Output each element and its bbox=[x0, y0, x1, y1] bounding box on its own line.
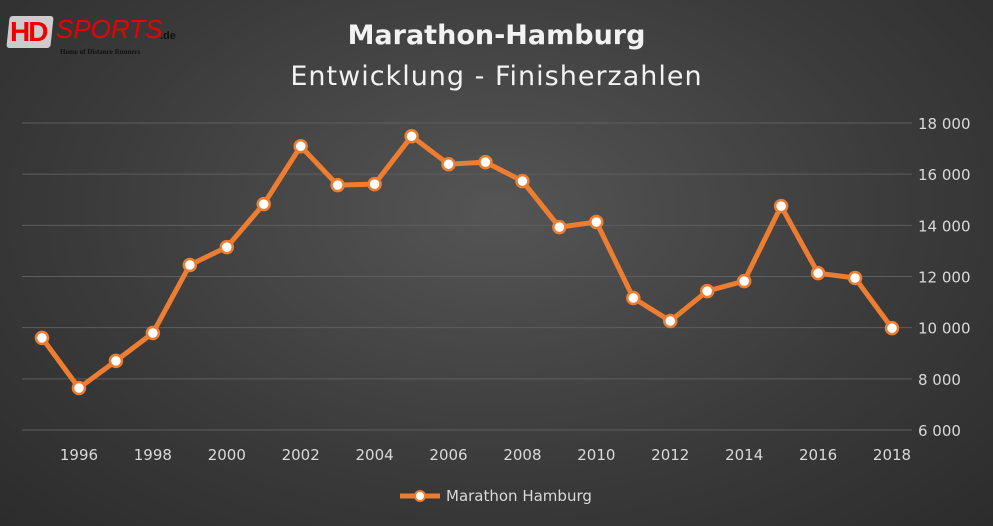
data-point bbox=[71, 380, 87, 396]
x-tick-label: 2002 bbox=[282, 446, 320, 464]
data-point bbox=[404, 129, 419, 144]
legend-item: Marathon Hamburg bbox=[400, 487, 592, 505]
hdsports-logo: HD SPORTS .de Home of Distance Runners bbox=[6, 10, 183, 60]
y-tick-label: 12 000 bbox=[918, 269, 971, 287]
x-tick-label: 2010 bbox=[577, 446, 615, 464]
data-point bbox=[626, 290, 641, 306]
chart-subtitle: Entwicklung - Finisherzahlen bbox=[290, 61, 703, 92]
data-point bbox=[847, 270, 863, 286]
chart-title: Marathon-Hamburg bbox=[347, 20, 646, 51]
y-tick-label: 18 000 bbox=[918, 115, 971, 133]
y-tick-label: 8 000 bbox=[918, 371, 961, 389]
data-point bbox=[884, 320, 900, 336]
data-point bbox=[552, 219, 567, 235]
y-tick-label: 16 000 bbox=[918, 166, 971, 184]
logo-tagline: Home of Distance Runners bbox=[60, 48, 141, 56]
legend-label: Marathon Hamburg bbox=[446, 487, 592, 505]
data-point bbox=[145, 325, 161, 341]
logo-de: .de bbox=[160, 30, 176, 42]
x-tick-label: 1996 bbox=[60, 446, 98, 464]
data-point bbox=[663, 313, 678, 329]
data-point bbox=[219, 239, 235, 255]
data-point bbox=[736, 273, 752, 289]
data-point bbox=[441, 156, 456, 172]
x-tick-label: 2012 bbox=[651, 446, 689, 464]
y-tick-label: 10 000 bbox=[918, 320, 971, 338]
data-point bbox=[182, 257, 198, 273]
logo-hd: HD bbox=[10, 16, 48, 47]
data-point bbox=[330, 177, 345, 193]
x-tick-label: 2016 bbox=[799, 446, 837, 464]
x-tick-label: 2000 bbox=[208, 446, 246, 464]
data-point bbox=[810, 265, 826, 281]
data-point bbox=[515, 173, 530, 189]
data-point bbox=[478, 154, 493, 170]
data-point bbox=[256, 196, 271, 212]
x-tick-label: 2004 bbox=[356, 446, 394, 464]
x-tick-label: 2018 bbox=[873, 446, 911, 464]
logo-sports: SPORTS bbox=[56, 14, 163, 44]
legend-marker bbox=[414, 490, 426, 502]
y-tick-label: 6 000 bbox=[918, 422, 961, 440]
data-point bbox=[34, 330, 50, 346]
data-point bbox=[773, 198, 789, 214]
data-point bbox=[108, 353, 124, 369]
data-point bbox=[699, 283, 715, 299]
data-point bbox=[367, 176, 382, 192]
data-point bbox=[293, 139, 308, 154]
y-tick-label: 14 000 bbox=[918, 217, 971, 235]
x-tick-label: 2008 bbox=[503, 446, 541, 464]
series-line bbox=[39, 133, 895, 391]
x-tick-label: 1998 bbox=[134, 446, 172, 464]
x-tick-label: 2006 bbox=[429, 446, 467, 464]
x-tick-label: 2014 bbox=[725, 446, 763, 464]
data-point bbox=[589, 214, 604, 230]
